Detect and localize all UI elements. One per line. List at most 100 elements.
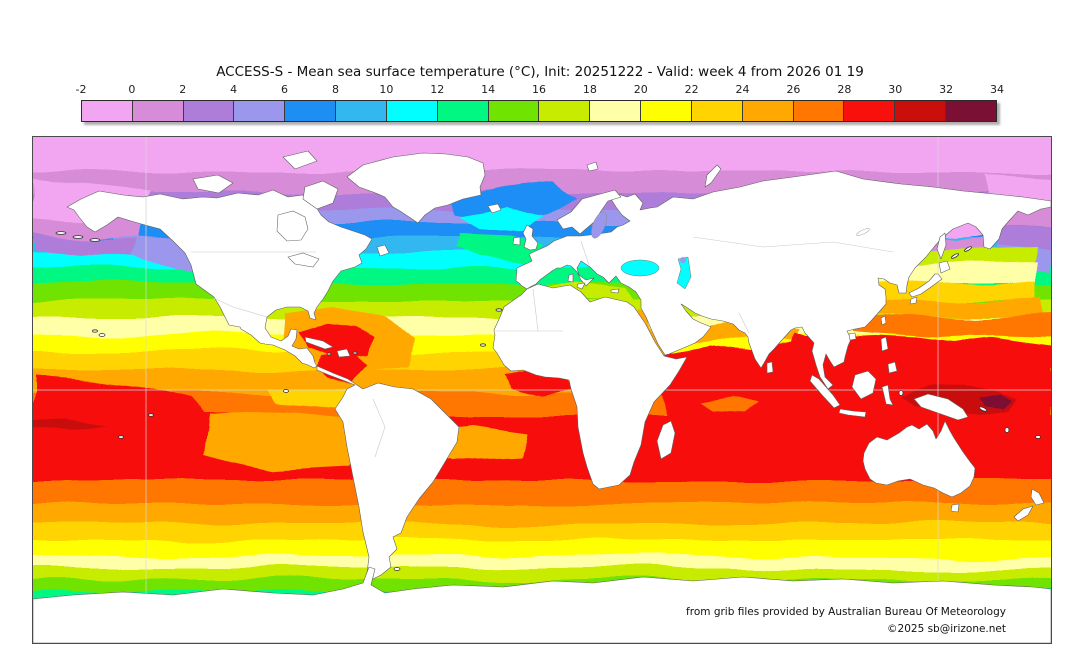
attribution-copyright: ©2025 sb@irizone.net xyxy=(887,623,1006,635)
africa xyxy=(492,283,688,490)
colorbar-tick-label: 30 xyxy=(888,83,903,96)
ireland xyxy=(512,236,521,246)
colorbar-tick-label: 4 xyxy=(230,83,238,96)
colorbar-tick-label: 26 xyxy=(786,83,801,96)
kuril-islands xyxy=(951,253,959,259)
small-islands xyxy=(55,231,1041,571)
colorbar-tick-label: -2 xyxy=(75,83,87,96)
colorbar-cell xyxy=(590,101,642,121)
colorbar-cell xyxy=(386,101,438,121)
sst-map-frame xyxy=(32,136,1052,644)
panama-red xyxy=(315,353,368,385)
scandinavia xyxy=(556,189,622,235)
great-britain xyxy=(522,224,539,251)
moluccas xyxy=(898,390,904,396)
caribbean-red xyxy=(295,323,373,359)
borneo xyxy=(851,370,877,400)
colorbar-tick-label: 32 xyxy=(939,83,954,96)
victoria-island xyxy=(192,174,234,194)
colorbar-tick-label: 6 xyxy=(281,83,289,96)
central-pacific-darkred-streak xyxy=(33,419,108,430)
iceland xyxy=(487,203,502,214)
colorbar-tick-label: 8 xyxy=(331,83,339,96)
hawaii xyxy=(92,329,98,333)
colorbar-cell xyxy=(539,101,591,121)
svalbard xyxy=(586,161,599,172)
baffin-island xyxy=(302,180,339,210)
colorbar-tick-label: 28 xyxy=(837,83,852,96)
eurasia xyxy=(515,170,1051,390)
black-sea xyxy=(620,259,660,277)
gulf-of-guinea-red xyxy=(503,373,573,395)
sardinia xyxy=(567,273,574,283)
mindanao xyxy=(887,361,898,374)
sumatra xyxy=(809,374,841,409)
colorbar-tick-label: 20 xyxy=(633,83,648,96)
kyushu xyxy=(909,296,918,305)
newfoundland xyxy=(376,244,390,257)
world-sst-map xyxy=(33,137,1051,643)
caspian-north-lavender xyxy=(680,257,686,263)
colorbar-tick-label: 14 xyxy=(481,83,496,96)
new-zealand-north xyxy=(1030,488,1045,506)
colorbar-cell xyxy=(641,101,692,121)
solomon-islands xyxy=(978,406,988,412)
colorbar-cell xyxy=(82,101,133,121)
colorbar-tick-labels: -2 0 2 4 6 8 10 12 14 16 18 20 22 24 26 28 30 32 34 xyxy=(76,83,1004,97)
colorbar-tick-label: 34 xyxy=(990,83,1004,96)
hudson-bay xyxy=(276,210,309,242)
colorbar-tick-label: 18 xyxy=(582,83,597,96)
colorbar-tick-label: 12 xyxy=(430,83,445,96)
kuroshio-orange xyxy=(843,295,1043,317)
vanuatu xyxy=(1004,427,1010,433)
cuba xyxy=(304,336,334,350)
hispaniola xyxy=(336,348,351,358)
uk-green-tongue xyxy=(455,235,545,263)
colorbar-cell xyxy=(742,101,794,121)
colorbar-cell xyxy=(844,101,896,121)
novaya-zemlya xyxy=(704,164,722,188)
colorbar-cell xyxy=(895,101,947,121)
colorbar-cell xyxy=(183,101,235,121)
colorbar-cell xyxy=(437,101,489,121)
puerto-rico xyxy=(352,351,358,355)
colorbar-cell xyxy=(793,101,845,121)
hawaii xyxy=(98,333,106,337)
attribution-source: from grib files provided by Australian B… xyxy=(686,606,1006,618)
new-guinea xyxy=(913,393,969,421)
colorbar-cell xyxy=(946,101,996,121)
colorbar-cell xyxy=(285,101,337,121)
colorbar-tick-label: 0 xyxy=(128,83,136,96)
north-atlantic-cyan xyxy=(461,207,545,233)
honshu xyxy=(908,273,943,298)
sulawesi xyxy=(881,384,894,406)
lake-baikal xyxy=(856,228,870,236)
crete xyxy=(610,288,620,294)
attribution: from grib files provided by Australian B… xyxy=(686,604,1006,638)
indian-ocean-orange-blob xyxy=(701,397,759,413)
greenland xyxy=(346,152,486,224)
colorbar-tick-label: 22 xyxy=(684,83,699,96)
jamaica xyxy=(326,352,332,356)
country-borders xyxy=(145,197,894,458)
colorbar-tick-label: 16 xyxy=(532,83,546,96)
java xyxy=(838,408,867,418)
hainan xyxy=(848,332,857,341)
aleutian-islands xyxy=(55,231,67,235)
nw-pacific-purple-east xyxy=(991,225,1051,251)
colorbar-cell xyxy=(234,101,286,121)
warm-pool-maroon-core xyxy=(978,395,1013,409)
indo-pacific-warm-pool-red xyxy=(658,333,1051,463)
colorbar-tick-label: 10 xyxy=(379,83,394,96)
taiwan xyxy=(880,315,887,326)
marquesas xyxy=(148,413,154,417)
south-america xyxy=(316,365,460,580)
new-zealand-south xyxy=(1013,505,1034,522)
sakhalin xyxy=(936,232,947,260)
inland-water xyxy=(276,210,870,290)
colorbar-tick-label: 2 xyxy=(179,83,187,96)
sicily xyxy=(576,282,586,290)
colorbar-cell xyxy=(691,101,743,121)
great-lakes xyxy=(287,252,320,268)
fiji xyxy=(1035,435,1041,439)
